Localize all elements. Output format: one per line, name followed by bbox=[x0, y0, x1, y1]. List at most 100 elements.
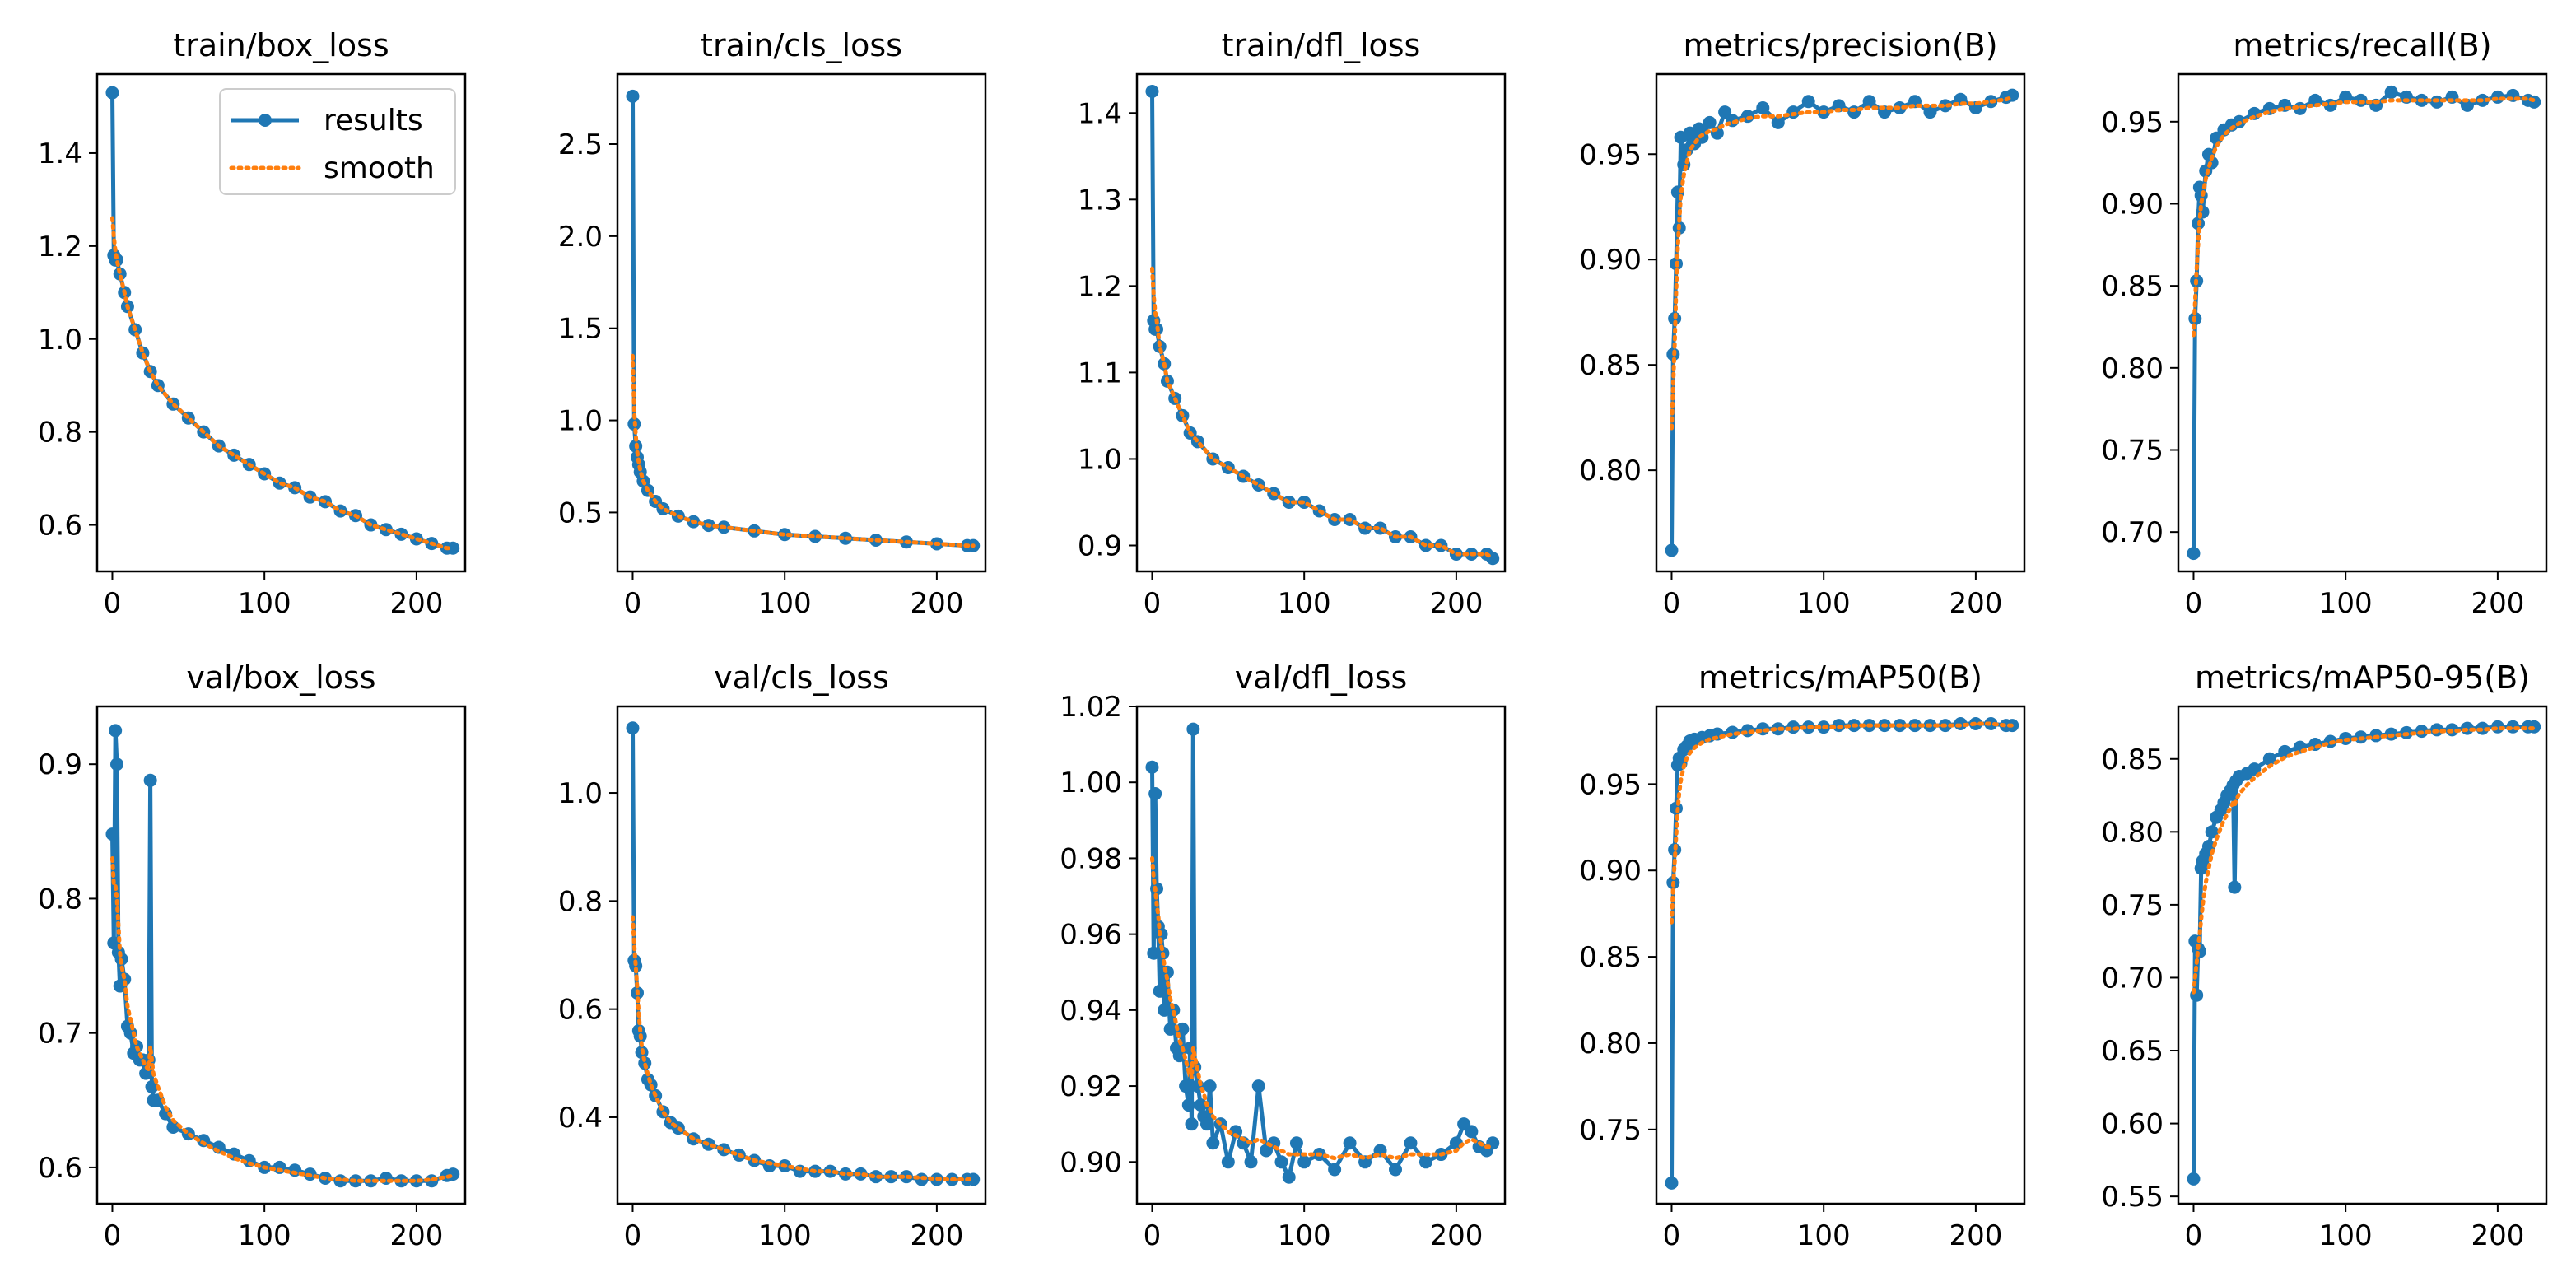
y-tick-label: 0.6 bbox=[38, 1152, 82, 1185]
results-point bbox=[1703, 115, 1717, 129]
y-tick-label: 0.90 bbox=[1579, 244, 1642, 277]
results-point bbox=[1665, 1176, 1679, 1190]
results-point bbox=[1145, 85, 1159, 99]
subplot-title: train/dfl_loss bbox=[1222, 27, 1421, 63]
results-point bbox=[2205, 825, 2219, 839]
subplot-title: metrics/mAP50-95(B) bbox=[2195, 659, 2530, 696]
x-tick-label: 100 bbox=[238, 587, 291, 620]
results-point bbox=[1145, 760, 1159, 774]
y-tick-label: 1.0 bbox=[38, 324, 82, 357]
subplot-title: train/box_loss bbox=[173, 27, 389, 63]
subplot-7: val/cls_loss 0 100 200 0.4 0.6 0.8 1.0 bbox=[558, 659, 987, 1252]
x-tick-label: 100 bbox=[1278, 587, 1331, 620]
results-point bbox=[105, 86, 119, 100]
subplot-5: metrics/recall(B) 0 100 200 0.70 0.75 0.80 0.85… bbox=[2101, 27, 2548, 620]
subplot-title: val/box_loss bbox=[186, 659, 375, 696]
y-tick-label: 0.75 bbox=[2101, 889, 2164, 922]
results-point bbox=[2527, 95, 2541, 109]
y-tick-label: 0.65 bbox=[2101, 1035, 2164, 1068]
y-tick-label: 0.7 bbox=[38, 1018, 82, 1051]
subplot-8: val/dfl_loss 0 100 200 0.90 0.92 0.94 0.96 0.98 1… bbox=[1060, 659, 1507, 1252]
plot-area bbox=[626, 721, 981, 1186]
y-tick-label: 0.55 bbox=[2101, 1181, 2164, 1214]
results-point bbox=[1203, 1079, 1217, 1093]
results-point bbox=[197, 1134, 211, 1148]
results-point bbox=[1153, 984, 1167, 998]
axes-frame bbox=[95, 72, 467, 573]
x-tick-label: 0 bbox=[1144, 587, 1162, 620]
y-tick-label: 0.8 bbox=[558, 885, 603, 918]
smooth-line bbox=[2192, 726, 2536, 995]
y-tick-label: 0.70 bbox=[2101, 516, 2164, 549]
y-tick-label: 0.94 bbox=[1060, 995, 1122, 1028]
y-tick-label: 0.85 bbox=[1579, 941, 1642, 974]
x-tick-label: 100 bbox=[758, 1219, 812, 1252]
smooth-line bbox=[1670, 721, 2015, 925]
subplot-6: val/box_loss 0 100 200 0.6 0.7 0.8 0.9 bbox=[38, 659, 467, 1252]
results-point bbox=[2248, 762, 2262, 776]
x-tick-label: 200 bbox=[389, 587, 443, 620]
y-tick-label: 1.0 bbox=[558, 405, 603, 438]
y-tick-label: 0.5 bbox=[558, 496, 603, 529]
axes-frame bbox=[1655, 705, 2026, 1205]
results-point bbox=[626, 721, 640, 735]
x-tick-label: 0 bbox=[1663, 587, 1681, 620]
results-point bbox=[118, 972, 132, 986]
y-tick-label: 0.8 bbox=[38, 417, 82, 450]
results-point bbox=[446, 1167, 460, 1181]
subplot-title: val/dfl_loss bbox=[1235, 659, 1408, 696]
results-point bbox=[1938, 99, 1952, 113]
y-tick-label: 0.90 bbox=[1579, 855, 1642, 888]
y-tick-label: 0.9 bbox=[38, 748, 82, 781]
results-point bbox=[1251, 1079, 1265, 1093]
results-point bbox=[2384, 85, 2398, 99]
x-tick-label: 200 bbox=[1429, 587, 1483, 620]
subplot-title: metrics/precision(B) bbox=[1683, 27, 1997, 63]
plot-area bbox=[626, 89, 981, 552]
subplot-3: train/dfl_loss 0 100 200 0.9 1.0 1.1 1.2 1.3 1.4 bbox=[1078, 27, 1507, 620]
results-point bbox=[1328, 1163, 1342, 1177]
plot-area bbox=[1665, 716, 2019, 1190]
y-tick-label: 0.6 bbox=[38, 510, 82, 543]
axes-frame bbox=[1135, 705, 1507, 1205]
results-point bbox=[1418, 1155, 1432, 1169]
x-tick-label: 100 bbox=[1797, 587, 1851, 620]
results-point bbox=[1465, 1125, 1479, 1139]
x-tick-label: 0 bbox=[624, 587, 642, 620]
smooth-line bbox=[1150, 266, 1495, 561]
results-point bbox=[394, 1174, 408, 1188]
axes-frame bbox=[1655, 72, 2026, 573]
x-tick-label: 0 bbox=[2185, 1219, 2203, 1252]
results-point bbox=[1186, 722, 1200, 736]
results-point bbox=[2187, 547, 2201, 561]
x-tick-label: 200 bbox=[1949, 1219, 2002, 1252]
plot-area bbox=[1145, 722, 1500, 1184]
legend-results-label: results bbox=[324, 104, 423, 137]
y-tick-label: 0.80 bbox=[1579, 1028, 1642, 1060]
results-point bbox=[1801, 95, 1815, 109]
results-point bbox=[1158, 1003, 1172, 1017]
subplot-title: train/cls_loss bbox=[701, 27, 902, 63]
subplot-title: metrics/mAP50(B) bbox=[1698, 659, 1982, 696]
y-tick-label: 2.5 bbox=[558, 128, 603, 161]
y-tick-label: 0.8 bbox=[38, 883, 82, 916]
x-tick-label: 200 bbox=[2471, 587, 2524, 620]
plot-area bbox=[1665, 88, 2019, 557]
results-point bbox=[869, 1170, 883, 1184]
y-tick-label: 0.80 bbox=[2101, 352, 2164, 385]
results-point bbox=[110, 757, 124, 771]
y-tick-label: 0.90 bbox=[1060, 1146, 1122, 1179]
results-point bbox=[1756, 100, 1770, 114]
y-tick-label: 0.85 bbox=[2101, 743, 2164, 776]
results-point bbox=[1229, 1125, 1243, 1139]
x-tick-label: 100 bbox=[2319, 587, 2373, 620]
results-point bbox=[110, 253, 124, 267]
x-tick-label: 200 bbox=[389, 1219, 443, 1252]
results-point bbox=[1297, 1155, 1311, 1169]
subplot-title: val/cls_loss bbox=[714, 659, 889, 696]
y-tick-label: 0.70 bbox=[2101, 962, 2164, 995]
x-tick-label: 200 bbox=[910, 587, 963, 620]
y-tick-label: 0.95 bbox=[1579, 138, 1642, 171]
results-point bbox=[1389, 1163, 1403, 1177]
y-tick-label: 0.75 bbox=[1579, 1114, 1642, 1147]
